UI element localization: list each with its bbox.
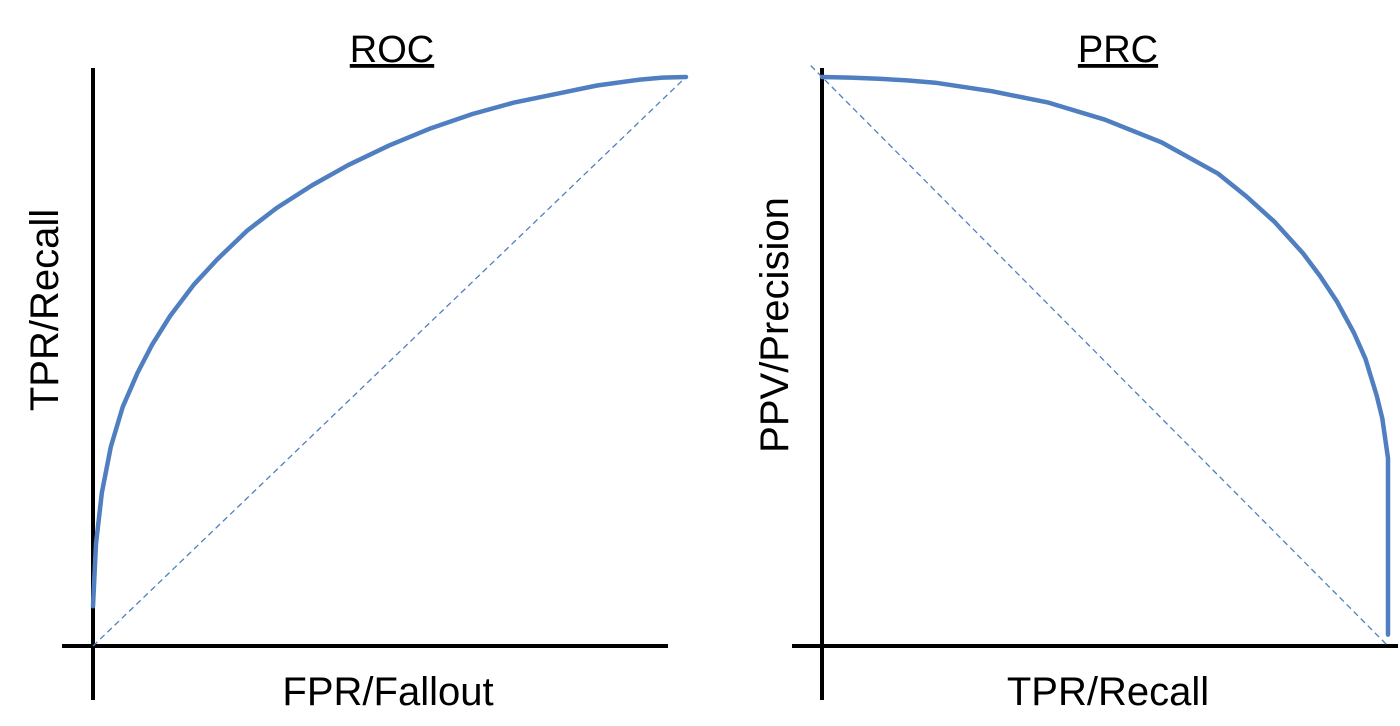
prc-curve-line	[819, 74, 1391, 637]
prc-x-axis-label: TPR/Recall	[1007, 670, 1209, 714]
roc-curve-line	[90, 74, 689, 609]
prc-panel: PRC TPR/Recall PPV/Precision	[753, 29, 1398, 714]
prc-baseline-line	[810, 65, 1389, 647]
roc-x-axis-label: FPR/Fallout	[282, 670, 493, 714]
prc-y-axis-label: PPV/Precision	[753, 197, 797, 453]
roc-baseline-line	[92, 76, 687, 647]
roc-y-axis-label: TPR/Recall	[23, 209, 67, 411]
roc-title: ROC	[350, 29, 434, 71]
roc-panel: ROC FPR/Fallout TPR/Recall	[23, 29, 689, 714]
prc-title: PRC	[1078, 29, 1158, 71]
